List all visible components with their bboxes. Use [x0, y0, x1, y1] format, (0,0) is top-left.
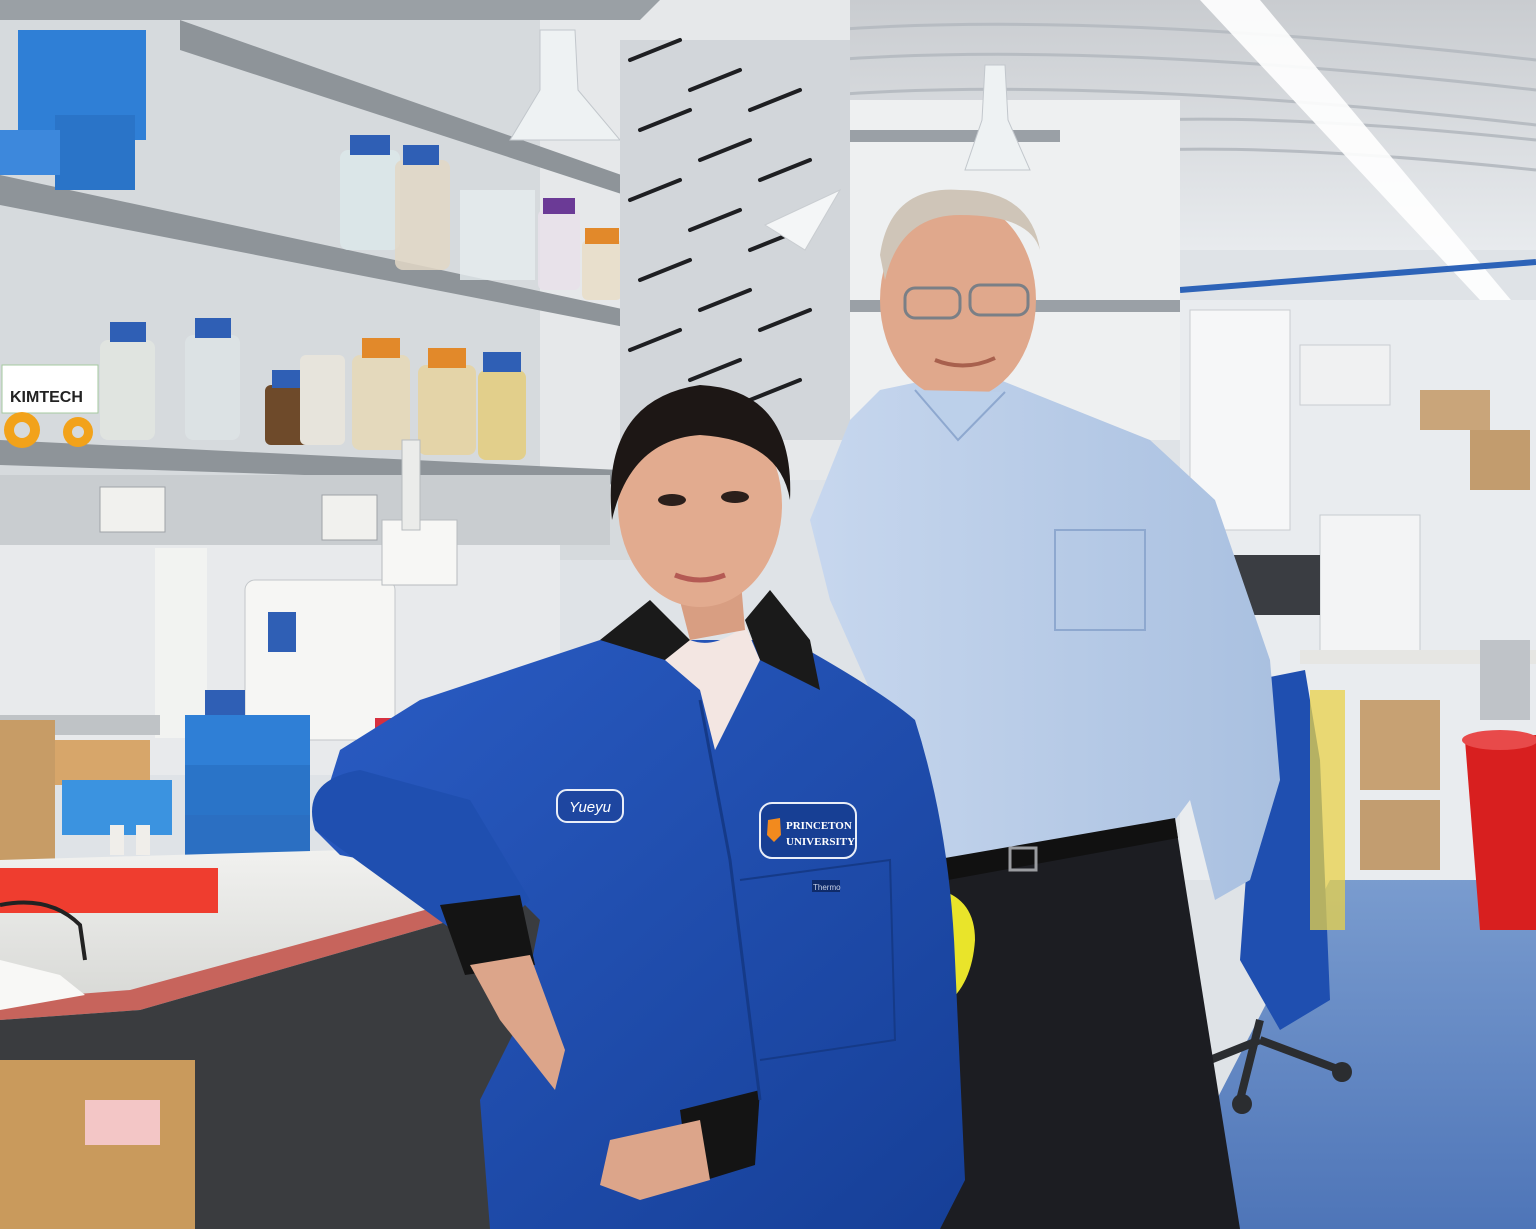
- lab-equipment: [1319, 514, 1421, 656]
- patch-line1: PRINCETON: [786, 820, 852, 832]
- hand: [600, 1120, 710, 1200]
- cardboard-box: [1420, 390, 1490, 430]
- man-face: [880, 200, 1036, 400]
- blue-lab-coat: [315, 640, 965, 1229]
- red-bin: [1465, 735, 1536, 930]
- pipette-tip-box: [185, 715, 310, 765]
- drawer-label: [85, 1100, 160, 1145]
- shelf: [0, 440, 620, 485]
- electrical-outlet: [99, 486, 166, 533]
- beaker: [460, 190, 535, 280]
- flask: [964, 64, 1031, 171]
- patch-line2: UNIVERSITY: [786, 836, 855, 848]
- shelf: [0, 175, 650, 330]
- pipette: [381, 519, 458, 586]
- coat-seam: [698, 699, 762, 1101]
- name-tag-text: Yueyu: [569, 799, 612, 816]
- woman-face: [618, 403, 782, 607]
- inner-shirt-collar: [665, 625, 760, 750]
- eyeglasses: [903, 286, 962, 320]
- drying-rack: [620, 38, 850, 440]
- shirt-pocket: [1054, 529, 1146, 631]
- lab-stool: [1208, 1019, 1342, 1101]
- blue-pipe: [1179, 259, 1536, 293]
- wipes-box: [1, 364, 99, 414]
- cardboard-box: [0, 720, 55, 870]
- belt: [945, 818, 1178, 880]
- woman-seated: Yueyu PRINCETON UNIVERSITY Thermo: [312, 385, 965, 1229]
- pipette-tip-box: [185, 765, 310, 815]
- paper-sheets: [0, 960, 85, 1010]
- coat-cuff: [440, 895, 535, 975]
- pocket-label: Thermo: [813, 883, 841, 892]
- benchtop: [0, 825, 545, 1229]
- ceiling-ducts: [829, 22, 1536, 172]
- tube-rack: [0, 868, 218, 913]
- shield-icon: [767, 818, 781, 842]
- electrical-outlet: [321, 494, 378, 541]
- gray-hair: [880, 189, 1040, 280]
- shelf: [180, 20, 650, 200]
- name-tag: [556, 789, 624, 823]
- safety-glasses: [0, 900, 87, 961]
- reagent-bottles: [100, 29, 1031, 460]
- plastic-funnel: [763, 188, 842, 251]
- wipes-box-label: KIMTECH: [10, 389, 83, 406]
- dark-trousers: [930, 820, 1240, 1229]
- cardboard-box: [1360, 700, 1440, 790]
- university-patch: [759, 802, 857, 859]
- floor: [1150, 860, 1536, 1229]
- hand: [470, 955, 565, 1090]
- dark-hair: [610, 385, 791, 520]
